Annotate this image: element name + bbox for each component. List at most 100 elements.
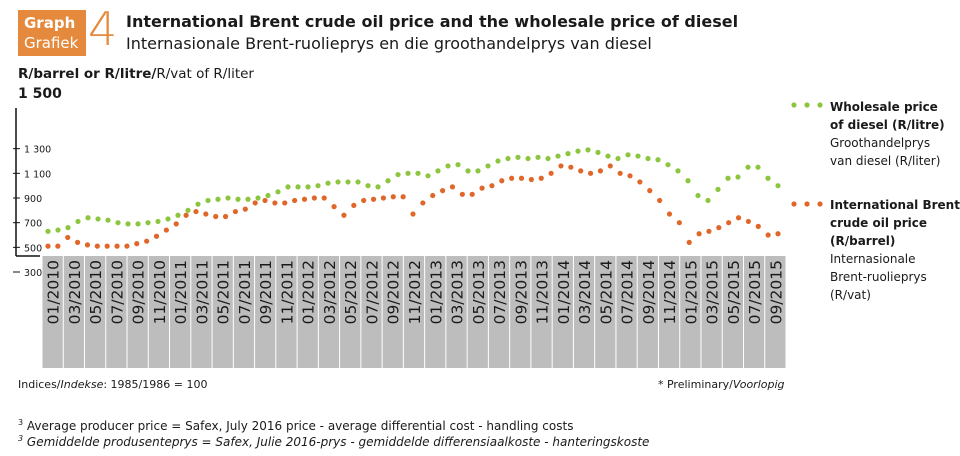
brent-point	[242, 206, 248, 212]
legend-brent-dot	[804, 201, 810, 207]
brent-point	[637, 179, 643, 185]
x-tick-label: 03/2012	[321, 260, 339, 324]
diesel-point	[355, 179, 361, 185]
brent-point	[597, 168, 604, 174]
badge-label-en: Graph	[24, 14, 76, 32]
brent-point	[479, 185, 485, 191]
y-axis-unit-en: R/barrel or R/litre/	[18, 66, 157, 82]
footnote-af: 3 Gemiddelde produsenteprys = Safex, Jul…	[18, 434, 649, 449]
diesel-point	[675, 168, 681, 174]
diesel-point	[195, 201, 201, 207]
brent-point	[144, 238, 150, 244]
brent-point	[568, 164, 574, 170]
brent-point	[499, 178, 505, 184]
brent-point	[509, 175, 515, 181]
brent-point	[755, 223, 761, 229]
legend-brent-dot	[817, 201, 823, 207]
chart-title-af: Internasionale Brent-ruolieprys en die g…	[126, 34, 652, 53]
diesel-point	[55, 227, 61, 233]
indices-note: Indices/Indekse: 1985/1986 = 100	[18, 378, 207, 391]
brent-point	[173, 221, 179, 227]
x-tick-label: 01/2015	[682, 260, 700, 324]
brent-point	[716, 225, 722, 231]
legend-brent-en-1: International Brent	[830, 198, 960, 212]
x-tick-label: 03/2011	[193, 260, 211, 324]
brent-point	[518, 175, 525, 181]
x-tick-label: 05/2010	[87, 260, 105, 324]
diesel-point	[185, 207, 191, 213]
diesel-point	[275, 189, 281, 195]
diesel-point	[605, 153, 611, 159]
x-tick-label: 05/2012	[342, 260, 360, 324]
diesel-point	[775, 183, 781, 189]
legend-brent-af-1: Internasionale	[830, 252, 916, 266]
brent-point	[647, 188, 653, 194]
x-tick-label: 05/2014	[597, 260, 615, 324]
diesel-point	[65, 225, 71, 231]
brent-point	[735, 215, 742, 221]
brent-point	[439, 188, 446, 194]
brent-point	[587, 170, 594, 176]
brent-point	[193, 208, 199, 215]
diesel-point	[75, 218, 81, 225]
brent-point	[745, 218, 752, 225]
brent-point	[74, 239, 81, 245]
diesel-point	[285, 184, 291, 190]
y-tick-label: 300	[24, 268, 42, 279]
y-tick-label: 1 100	[24, 169, 51, 180]
footnote-en-marker: 3	[18, 418, 24, 427]
legend-brent-af-3: (R/vat)	[830, 288, 871, 302]
diesel-point	[595, 149, 601, 155]
footnote-en-text: Average producer price = Safex, July 201…	[26, 419, 574, 433]
brent-point	[420, 200, 426, 206]
diesel-point	[345, 179, 351, 185]
brent-point	[222, 213, 229, 220]
brent-point	[370, 196, 377, 202]
diesel-point	[135, 221, 141, 227]
brent-point	[134, 241, 140, 247]
preliminary-label: * Preliminary/	[658, 378, 733, 391]
y-tick-label: 700	[24, 219, 42, 230]
y-axis-unit: R/barrel or R/litre/R/vat of R/liter	[18, 66, 254, 82]
diesel-point	[115, 220, 121, 226]
x-tick-label: 07/2010	[108, 260, 126, 324]
diesel-point	[685, 178, 691, 184]
x-tick-label: 11/2010	[151, 260, 169, 324]
x-tick-label: 09/2015	[767, 260, 785, 324]
x-tick-label: 11/2013	[534, 260, 552, 324]
brent-point	[321, 195, 327, 201]
diesel-point	[445, 163, 451, 169]
diesel-point	[205, 197, 211, 204]
brent-point	[292, 197, 298, 204]
x-tick-label: 05/2011	[215, 260, 233, 324]
diesel-point	[715, 186, 721, 192]
diesel-point	[265, 192, 271, 199]
x-tick-label: 09/2014	[640, 260, 658, 324]
brent-point	[775, 231, 781, 237]
diesel-point	[405, 170, 411, 176]
diesel-point	[125, 221, 131, 227]
x-tick-label: 01/2011	[172, 260, 190, 324]
diesel-point	[725, 175, 731, 181]
diesel-point	[505, 155, 511, 162]
legend-brent-en-2: crude oil price	[830, 216, 928, 230]
brent-point	[686, 239, 692, 245]
diesel-point	[255, 195, 261, 201]
brent-point	[361, 197, 367, 204]
diesel-point	[465, 168, 471, 174]
brent-point	[400, 194, 406, 200]
x-tick-label: 07/2014	[619, 260, 637, 324]
diesel-point	[435, 168, 441, 174]
diesel-point	[105, 217, 111, 223]
brent-point	[252, 200, 258, 206]
diesel-point	[325, 180, 331, 186]
legend-diesel-dot	[804, 102, 810, 108]
brent-point	[657, 197, 663, 204]
x-tick-label: 11/2014	[661, 260, 679, 324]
diesel-point	[145, 220, 151, 226]
diesel-point	[575, 148, 581, 154]
diesel-point	[365, 183, 371, 189]
brent-point	[528, 176, 534, 183]
diesel-point	[645, 155, 651, 162]
brent-point	[380, 195, 387, 201]
